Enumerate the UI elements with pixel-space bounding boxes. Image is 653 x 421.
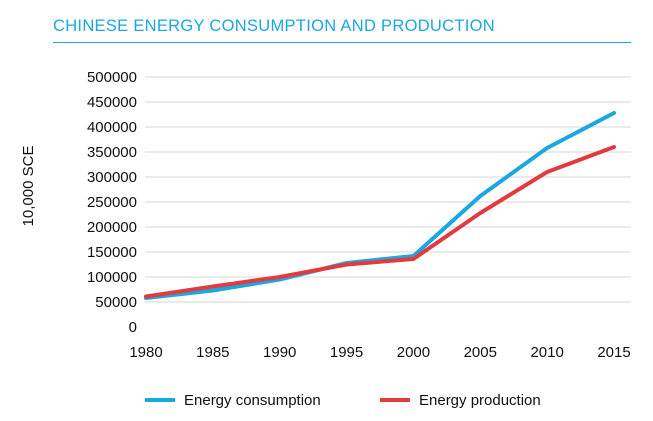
x-tick-label: 1995 (330, 344, 363, 361)
x-tick-label: 1990 (263, 344, 296, 361)
chart-title: CHINESE ENERGY CONSUMPTION AND PRODUCTIO… (53, 17, 495, 35)
legend-label: Energy consumption (184, 392, 321, 409)
energy-consumption-line (144, 111, 616, 300)
y-tick-label: 0 (129, 319, 137, 336)
y-tick-labels: 0 50000 100000 150000 200000 250000 300000 3500… (87, 69, 137, 336)
y-gridlines (145, 76, 631, 303)
title-underline (53, 42, 631, 43)
x-tick-label: 2000 (397, 344, 430, 361)
y-tick-label: 500000 (87, 69, 137, 86)
y-tick-label: 150000 (87, 244, 137, 261)
legend: Energy consumption Energy production (145, 392, 541, 409)
energy-production-line (144, 145, 616, 299)
y-tick-label: 50000 (95, 294, 137, 311)
y-tick-label: 400000 (87, 119, 137, 136)
y-tick-label: 100000 (87, 269, 137, 286)
legend-label: Energy production (419, 392, 541, 409)
series-lines (144, 111, 616, 300)
y-tick-label: 350000 (87, 144, 137, 161)
y-axis-label: 10,000 SCE (20, 146, 37, 227)
y-tick-label: 450000 (87, 94, 137, 111)
y-tick-label: 250000 (87, 194, 137, 211)
y-tick-label: 200000 (87, 219, 137, 236)
x-tick-label: 1985 (196, 344, 229, 361)
x-tick-label: 2010 (530, 344, 563, 361)
x-tick-label: 1980 (129, 344, 162, 361)
x-tick-label: 2015 (597, 344, 630, 361)
x-tick-labels: 1980 1985 1990 1995 2000 2005 2010 2015 (129, 344, 630, 361)
y-tick-label: 300000 (87, 169, 137, 186)
x-tick-label: 2005 (464, 344, 497, 361)
